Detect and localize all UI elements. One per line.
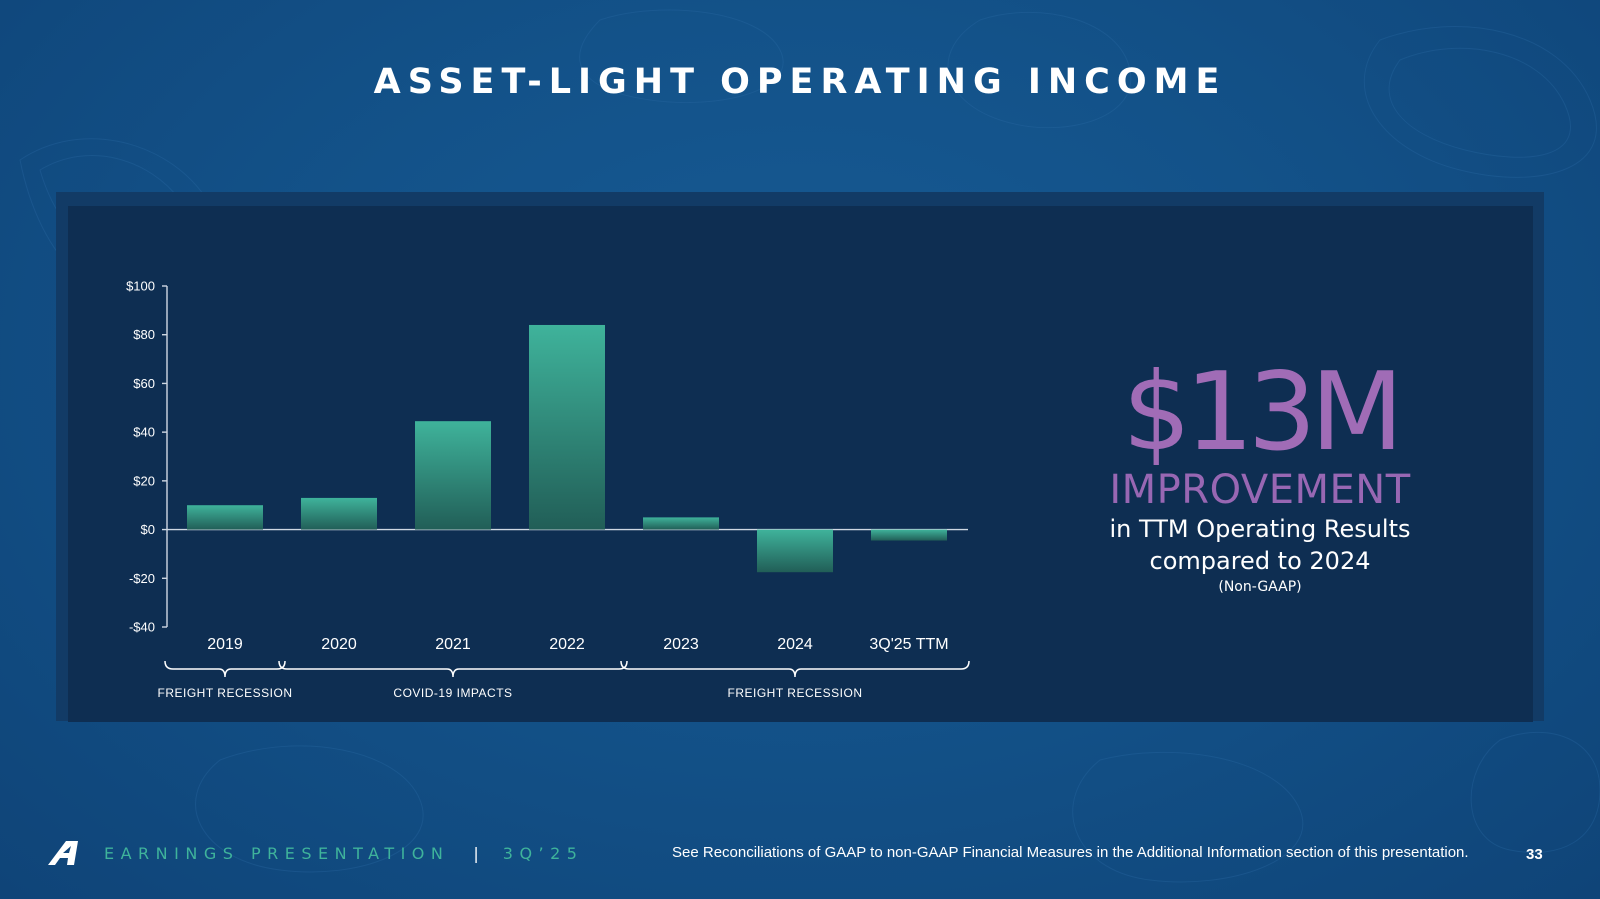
company-logo-icon [48,841,78,865]
improvement-description-line2: compared to 2024 [1149,547,1371,575]
bar-2020 [301,497,377,530]
period-bracket [164,660,286,678]
slide-title: ASSET-LIGHT OPERATING INCOME [373,62,1227,102]
footer-period: 3Q’25 [502,844,584,863]
x-tick-label: 2019 [207,636,243,653]
bar-2021 [415,421,491,530]
improvement-label: IMPROVEMENT [1109,467,1411,513]
x-axis-labels: 2019 2020 2021 2022 2023 2024 3Q'25 TTM [207,636,948,653]
bars [187,324,947,573]
y-tick-label: $20 [133,473,155,488]
y-tick-label: -$40 [129,620,155,635]
bar-3q-25-ttm [871,529,947,541]
x-tick-label: 2020 [321,636,357,653]
bar-2023 [643,517,719,530]
y-tick-label: -$20 [129,571,155,586]
y-tick-label: $40 [133,425,155,440]
y-tick-label: $80 [133,327,155,342]
y-axis-ticks: $100 $80 $60 $40 $20 $0 -$20 -$40 [126,279,167,635]
period-label: FREIGHT RECESSION [158,686,293,700]
x-tick-label: 2021 [435,636,471,653]
non-gaap-note: (Non-GAAP) [1218,579,1302,595]
footer-separator: | [473,844,479,863]
y-tick-label: $100 [126,279,155,294]
period-label: FREIGHT RECESSION [728,686,863,700]
footer-label-text: EARNINGS PRESENTATION [104,844,450,863]
footer-presentation-label: EARNINGS PRESENTATION | 3Q’25 [104,844,583,863]
y-tick-label: $60 [133,376,155,391]
x-tick-label: 3Q'25 TTM [869,636,948,653]
bar-2024 [757,529,833,573]
page-number: 33 [1526,846,1543,863]
improvement-description-line1: in TTM Operating Results [1109,515,1411,543]
chart-panel [68,206,1533,722]
period-bracket [278,660,628,678]
bar-2022 [529,324,605,530]
period-brackets: FREIGHT RECESSION COVID-19 IMPACTS FREIGHT… [158,660,970,700]
x-tick-label: 2022 [549,636,585,653]
period-label: COVID-19 IMPACTS [393,686,512,700]
x-tick-label: 2023 [663,636,699,653]
improvement-amount: $13M [1122,350,1403,475]
period-bracket [620,660,970,678]
bar-2019 [187,505,263,530]
x-tick-label: 2024 [777,636,813,653]
y-tick-label: $0 [141,522,155,537]
footnote: See Reconciliations of GAAP to non-GAAP … [672,844,1469,861]
